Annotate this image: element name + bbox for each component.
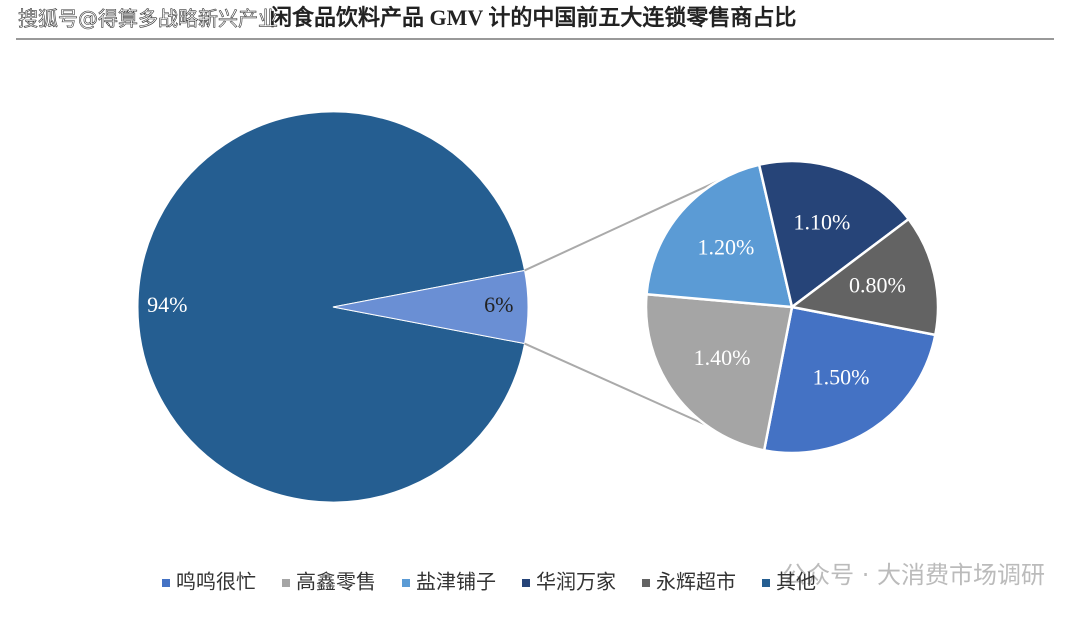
- data-label: 1.10%: [794, 210, 851, 235]
- connector: [524, 179, 720, 272]
- data-label: 1.40%: [694, 345, 751, 370]
- legend-swatch: [162, 579, 170, 587]
- data-label: 94%: [147, 292, 187, 317]
- legend-swatch: [282, 579, 290, 587]
- legend-swatch: [642, 579, 650, 587]
- legend-label: 永辉超市: [656, 571, 736, 594]
- legend-swatch: [522, 579, 530, 587]
- data-label: 1.50%: [813, 365, 870, 390]
- legend-swatch: [402, 579, 410, 587]
- legend-label: 华润万家: [536, 571, 616, 594]
- legend-label: 盐津铺子: [416, 571, 496, 594]
- data-label: 1.20%: [697, 235, 754, 260]
- data-label: 6%: [484, 292, 513, 317]
- legend-label: 其他: [776, 571, 816, 594]
- legend-label: 高鑫零售: [296, 571, 376, 594]
- legend-label: 鸣鸣很忙: [176, 571, 256, 594]
- legend-swatch: [762, 579, 770, 587]
- main-slice: [137, 111, 526, 503]
- sub-slice: [644, 292, 794, 452]
- sub-slice: [757, 159, 911, 310]
- sub-slice: [762, 305, 937, 455]
- chart-title: 闲食品饮料产品 GMV 计的中国前五大连锁零售商占比: [270, 5, 796, 30]
- main-slice: [332, 269, 529, 345]
- watermark: 公众号 · 大消费市场调研: [782, 561, 1045, 589]
- sub-slice: [645, 163, 794, 309]
- sub-slice: [789, 217, 940, 337]
- watermark: 搜狐号@得算多战略新兴产业: [18, 7, 278, 31]
- data-label: 0.80%: [849, 272, 906, 297]
